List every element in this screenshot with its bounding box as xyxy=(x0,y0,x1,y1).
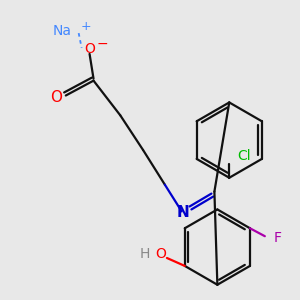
Text: O: O xyxy=(156,247,167,261)
Text: Na: Na xyxy=(53,24,72,38)
Text: −: − xyxy=(97,37,108,51)
Text: N: N xyxy=(176,205,189,220)
Text: O: O xyxy=(84,42,95,56)
Text: +: + xyxy=(81,20,91,33)
Text: F: F xyxy=(274,231,282,245)
Text: H: H xyxy=(140,247,150,261)
Text: Cl: Cl xyxy=(237,149,251,163)
Text: O: O xyxy=(50,90,62,105)
